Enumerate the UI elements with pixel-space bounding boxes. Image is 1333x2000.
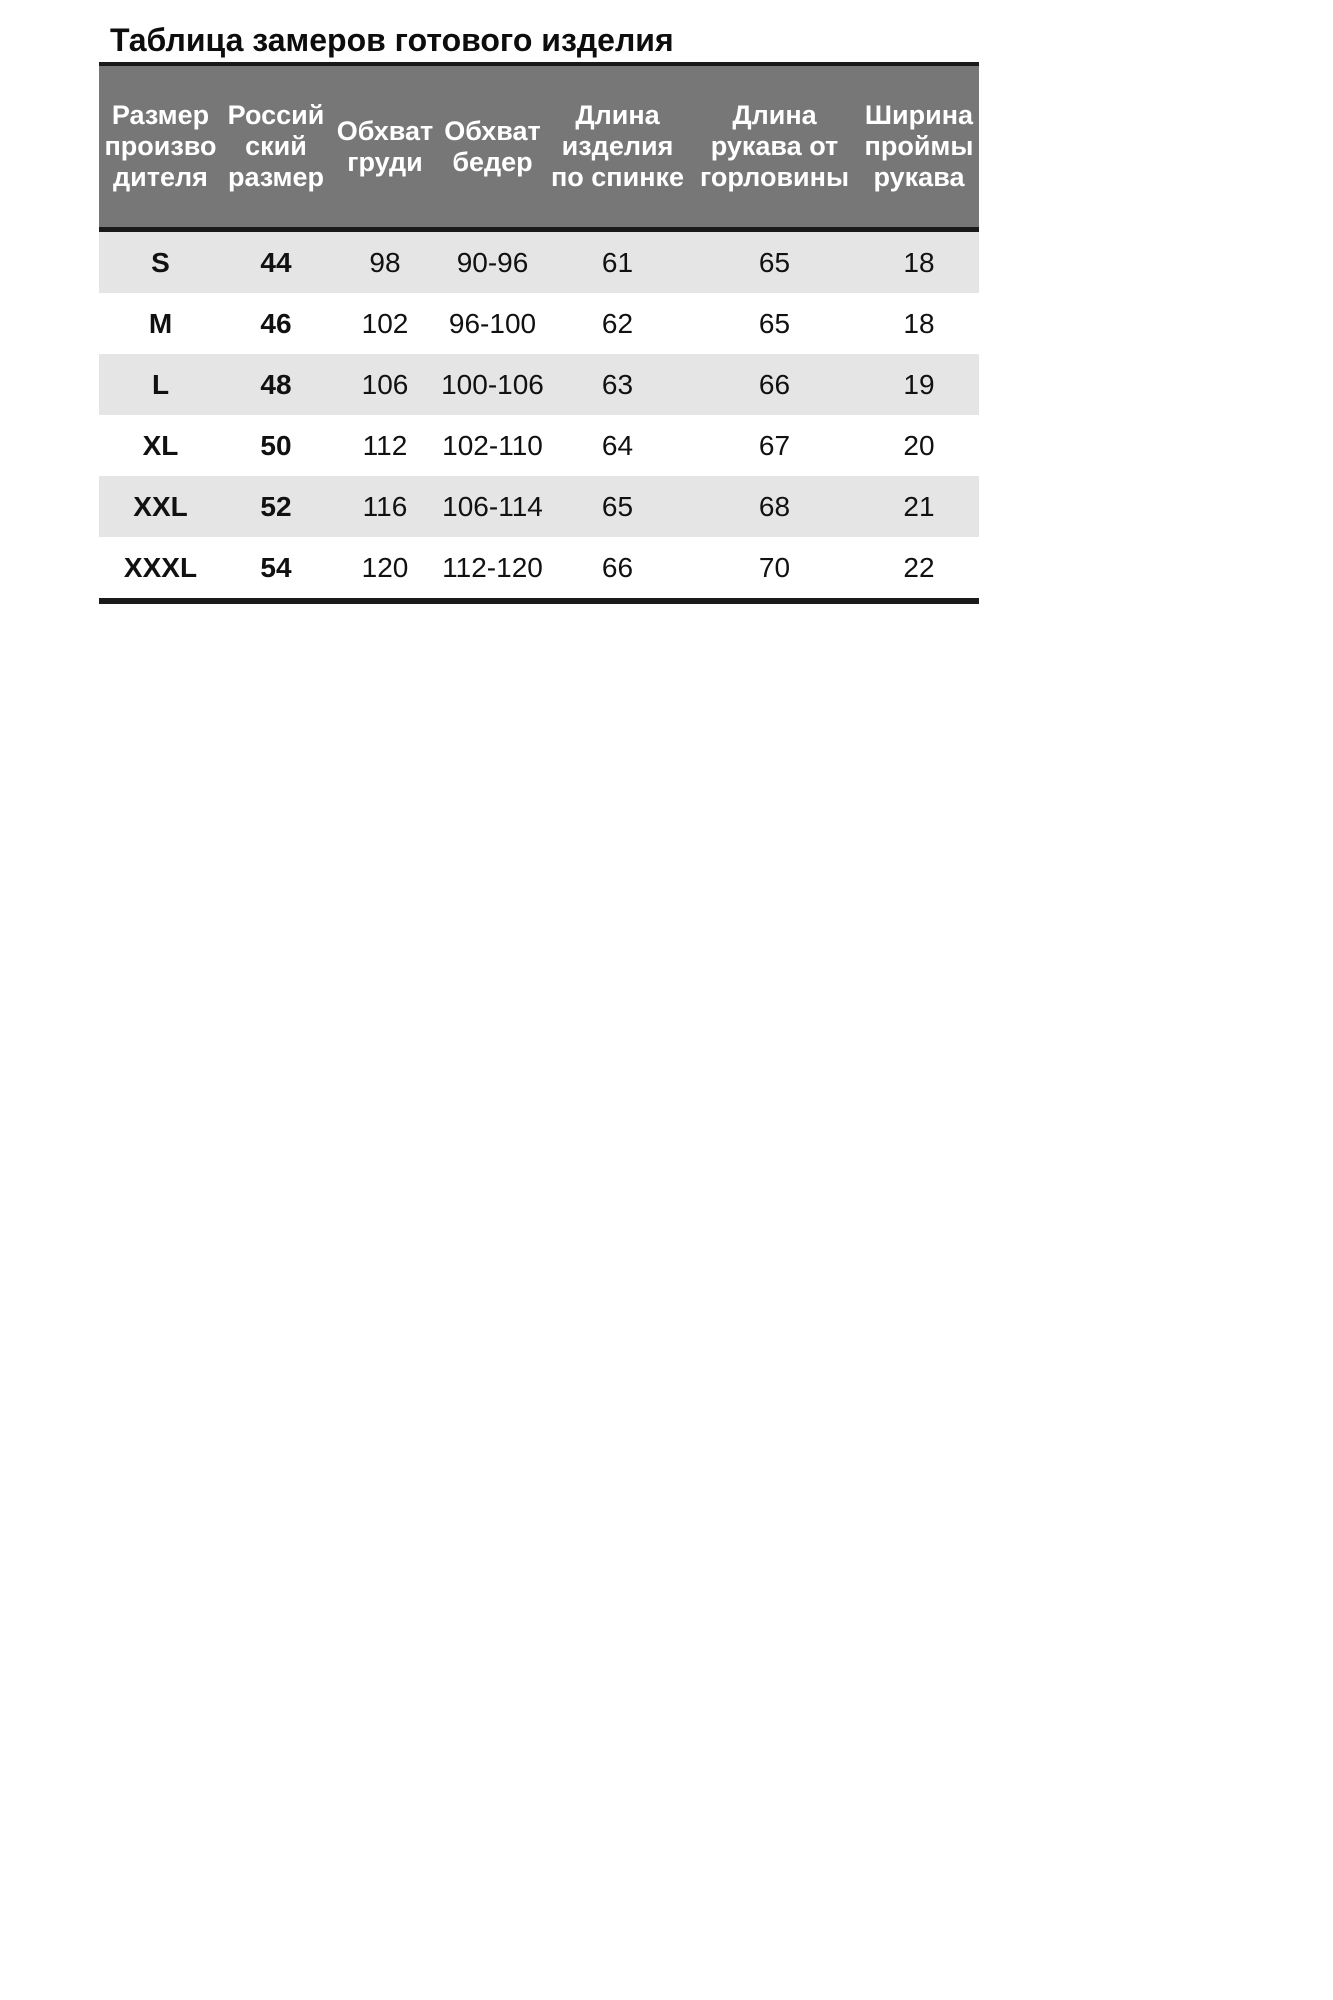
table-row: XL 50 112 102-110 64 67 20 xyxy=(99,415,979,476)
table-cell: 90-96 xyxy=(456,246,529,278)
table-cell: 65 xyxy=(758,307,791,339)
table-bottom-rule xyxy=(99,598,979,604)
table-cell: 46 xyxy=(260,307,292,339)
page-title: Таблица замеров готового изделия xyxy=(110,22,674,58)
table-body: S 44 98 90-96 61 65 18 M 46 102 96-100 62 65 18 L 48 106… xyxy=(99,232,979,598)
table-cell: 44 xyxy=(260,246,292,278)
table-cell: 63 xyxy=(601,368,634,400)
table-cell: 18 xyxy=(903,307,935,339)
table-cell: 100-106 xyxy=(441,368,544,400)
table-cell: L xyxy=(151,368,170,400)
table-cell: 52 xyxy=(260,490,292,522)
table-cell: 66 xyxy=(758,368,791,400)
header-back-length: Длина изделия по спинке xyxy=(550,100,685,192)
header-manufacturer-size: Размер произво дителя xyxy=(104,100,217,192)
table-row: L 48 106 100-106 63 66 19 xyxy=(99,354,979,415)
table-cell: XL xyxy=(142,429,179,461)
table-row: XXXL 54 120 112-120 66 70 22 xyxy=(99,537,979,598)
table-cell: 68 xyxy=(758,490,791,522)
header-sleeve-length: Длина рукава от горловины xyxy=(699,100,850,192)
table-cell: 102-110 xyxy=(442,429,543,461)
table-cell: 70 xyxy=(758,551,791,583)
table-cell: 62 xyxy=(601,307,634,339)
table-row: M 46 102 96-100 62 65 18 xyxy=(99,293,979,354)
table-row: XXL 52 116 106-114 65 68 21 xyxy=(99,476,979,537)
table-cell: 48 xyxy=(260,368,292,400)
table-cell: 112-120 xyxy=(442,551,543,583)
table-header-rule xyxy=(99,227,979,232)
table-top-rule xyxy=(99,62,979,66)
table-row: S 44 98 90-96 61 65 18 xyxy=(99,232,979,293)
table-cell: 19 xyxy=(903,368,935,400)
table-cell: XXL xyxy=(133,490,188,522)
table-cell: S xyxy=(151,246,170,278)
table-cell: 50 xyxy=(260,429,292,461)
table-cell: 106 xyxy=(361,368,409,400)
table-cell: 22 xyxy=(903,551,935,583)
table-cell: 20 xyxy=(903,429,935,461)
header-hip-girth: Обхват бедер xyxy=(444,115,541,177)
table-cell: 66 xyxy=(601,551,634,583)
table-cell: 98 xyxy=(369,246,401,278)
table-cell: 65 xyxy=(758,246,791,278)
table-cell: 67 xyxy=(758,429,791,461)
table-cell: M xyxy=(148,307,173,339)
table-cell: 102 xyxy=(361,307,409,339)
measurements-table: Размер произво дителя Россий ский размер… xyxy=(99,62,979,604)
table-cell: 106-114 xyxy=(442,490,543,522)
table-header-row: Размер произво дителя Россий ский размер… xyxy=(99,66,979,227)
table-cell: 120 xyxy=(361,551,409,583)
table-cell: XXXL xyxy=(123,551,198,583)
table-cell: 61 xyxy=(601,246,634,278)
table-cell: 65 xyxy=(601,490,634,522)
header-russian-size: Россий ский размер xyxy=(227,100,325,192)
table-cell: 54 xyxy=(260,551,292,583)
table-cell: 96-100 xyxy=(448,307,537,339)
table-cell: 18 xyxy=(903,246,935,278)
header-armhole-width: Ширина проймы рукава xyxy=(864,100,974,192)
table-cell: 112 xyxy=(362,429,408,461)
table-cell: 64 xyxy=(601,429,634,461)
table-cell: 21 xyxy=(903,490,935,522)
table-cell: 116 xyxy=(362,490,408,522)
header-chest-girth: Обхват груди xyxy=(336,115,434,177)
